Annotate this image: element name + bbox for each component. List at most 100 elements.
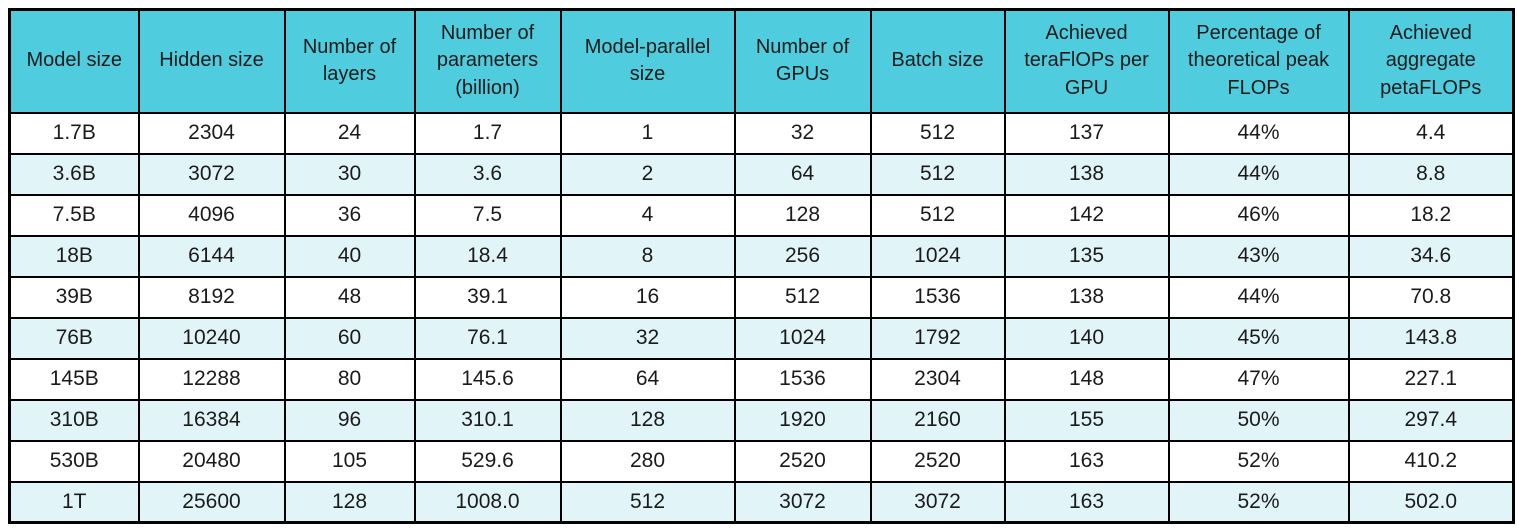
table-cell: 1024 — [869, 234, 1006, 278]
table-cell: 530B — [8, 439, 140, 483]
table-cell: 7.5 — [413, 193, 562, 237]
table-cell: 410.2 — [1347, 439, 1515, 483]
table-cell: 163 — [1003, 439, 1170, 483]
column-header: Model-parallel size — [559, 8, 736, 114]
table-cell: 297.4 — [1347, 398, 1515, 442]
table-cell: 8.8 — [1347, 152, 1515, 196]
column-header: Hidden size — [137, 8, 286, 114]
table-cell: 43% — [1167, 234, 1350, 278]
column-header: Batch size — [869, 8, 1006, 114]
table-cell: 145B — [8, 357, 140, 401]
table-cell: 140 — [1003, 316, 1170, 360]
column-header: Number of GPUs — [733, 8, 872, 114]
table-cell: 1920 — [733, 398, 872, 442]
table-row: 530B 20480 105 529.6 280 2520 2520 163 52% 410.2 — [8, 439, 1515, 483]
table-cell: 163 — [1003, 480, 1170, 524]
table-cell: 148 — [1003, 357, 1170, 401]
table-cell: 529.6 — [413, 439, 562, 483]
table-cell: 34.6 — [1347, 234, 1515, 278]
table-row: 7.5B 4096 36 7.5 4 128 512 142 46% 18.2 — [8, 193, 1515, 237]
table-cell: 64 — [733, 152, 872, 196]
table-cell: 16384 — [137, 398, 286, 442]
table-cell: 512 — [869, 193, 1006, 237]
table-cell: 52% — [1167, 480, 1350, 524]
table-cell: 96 — [283, 398, 416, 442]
table-cell: 137 — [1003, 111, 1170, 155]
table-cell: 16 — [559, 275, 736, 319]
table-cell: 502.0 — [1347, 480, 1515, 524]
table-cell: 39.1 — [413, 275, 562, 319]
column-header: Number of layers — [283, 8, 416, 114]
table-cell: 8 — [559, 234, 736, 278]
table-row: 18B 6144 40 18.4 8 256 1024 135 43% 34.6 — [8, 234, 1515, 278]
table-cell: 30 — [283, 152, 416, 196]
table-cell: 2304 — [869, 357, 1006, 401]
table-cell: 280 — [559, 439, 736, 483]
table-cell: 138 — [1003, 152, 1170, 196]
table-cell: 44% — [1167, 111, 1350, 155]
table-cell: 512 — [869, 152, 1006, 196]
table-cell: 3.6B — [8, 152, 140, 196]
table-row: 1T 25600 128 1008.0 512 3072 3072 163 52% 502.0 — [8, 480, 1515, 524]
column-header: Percentage of theoretical peak FLOPs — [1167, 8, 1350, 114]
table-cell: 44% — [1167, 152, 1350, 196]
table-cell: 1024 — [733, 316, 872, 360]
table-cell: 10240 — [137, 316, 286, 360]
table-row: 1.7B 2304 24 1.7 1 32 512 137 44% 4.4 — [8, 111, 1515, 155]
table-cell: 76.1 — [413, 316, 562, 360]
table-cell: 4096 — [137, 193, 286, 237]
table-row: 3.6B 3072 30 3.6 2 64 512 138 44% 8.8 — [8, 152, 1515, 196]
table-cell: 52% — [1167, 439, 1350, 483]
table-cell: 36 — [283, 193, 416, 237]
table-cell: 6144 — [137, 234, 286, 278]
table-cell: 18.2 — [1347, 193, 1515, 237]
table-cell: 138 — [1003, 275, 1170, 319]
table-cell: 7.5B — [8, 193, 140, 237]
table-cell: 1T — [8, 480, 140, 524]
table-cell: 60 — [283, 316, 416, 360]
table-cell: 105 — [283, 439, 416, 483]
table-cell: 25600 — [137, 480, 286, 524]
table-cell: 256 — [733, 234, 872, 278]
table-cell: 155 — [1003, 398, 1170, 442]
column-header: Achieved aggregate petaFLOPs — [1347, 8, 1515, 114]
table-cell: 45% — [1167, 316, 1350, 360]
table-cell: 18.4 — [413, 234, 562, 278]
table-cell: 44% — [1167, 275, 1350, 319]
table-cell: 39B — [8, 275, 140, 319]
table-row: 39B 8192 48 39.1 16 512 1536 138 44% 70.8 — [8, 275, 1515, 319]
table-cell: 46% — [1167, 193, 1350, 237]
table-cell: 227.1 — [1347, 357, 1515, 401]
table-cell: 1008.0 — [413, 480, 562, 524]
table-cell: 310B — [8, 398, 140, 442]
table-cell: 80 — [283, 357, 416, 401]
table-cell: 50% — [1167, 398, 1350, 442]
model-scaling-table: Model size Hidden size Number of layers Num… — [8, 8, 1515, 524]
table-cell: 12288 — [137, 357, 286, 401]
table-cell: 512 — [733, 275, 872, 319]
table-cell: 32 — [733, 111, 872, 155]
table-cell: 4 — [559, 193, 736, 237]
table-cell: 8192 — [137, 275, 286, 319]
table-cell: 32 — [559, 316, 736, 360]
table-cell: 64 — [559, 357, 736, 401]
table-cell: 3072 — [733, 480, 872, 524]
table-cell: 1.7B — [8, 111, 140, 155]
table-cell: 2 — [559, 152, 736, 196]
table-row: 310B 16384 96 310.1 128 1920 2160 155 50% 297.4 — [8, 398, 1515, 442]
table-cell: 143.8 — [1347, 316, 1515, 360]
table-row: 76B 10240 60 76.1 32 1024 1792 140 45% 143.8 — [8, 316, 1515, 360]
table-cell: 1792 — [869, 316, 1006, 360]
table-cell: 128 — [559, 398, 736, 442]
table-cell: 40 — [283, 234, 416, 278]
table-body: 1.7B 2304 24 1.7 1 32 512 137 44% 4.4 3.6B 3072 30 3.… — [8, 111, 1515, 524]
table-cell: 3.6 — [413, 152, 562, 196]
table-cell: 47% — [1167, 357, 1350, 401]
table-cell: 18B — [8, 234, 140, 278]
table-cell: 135 — [1003, 234, 1170, 278]
table-cell: 4.4 — [1347, 111, 1515, 155]
table-cell: 3072 — [869, 480, 1006, 524]
header-row: Model size Hidden size Number of layers Num… — [8, 8, 1515, 114]
table-cell: 142 — [1003, 193, 1170, 237]
